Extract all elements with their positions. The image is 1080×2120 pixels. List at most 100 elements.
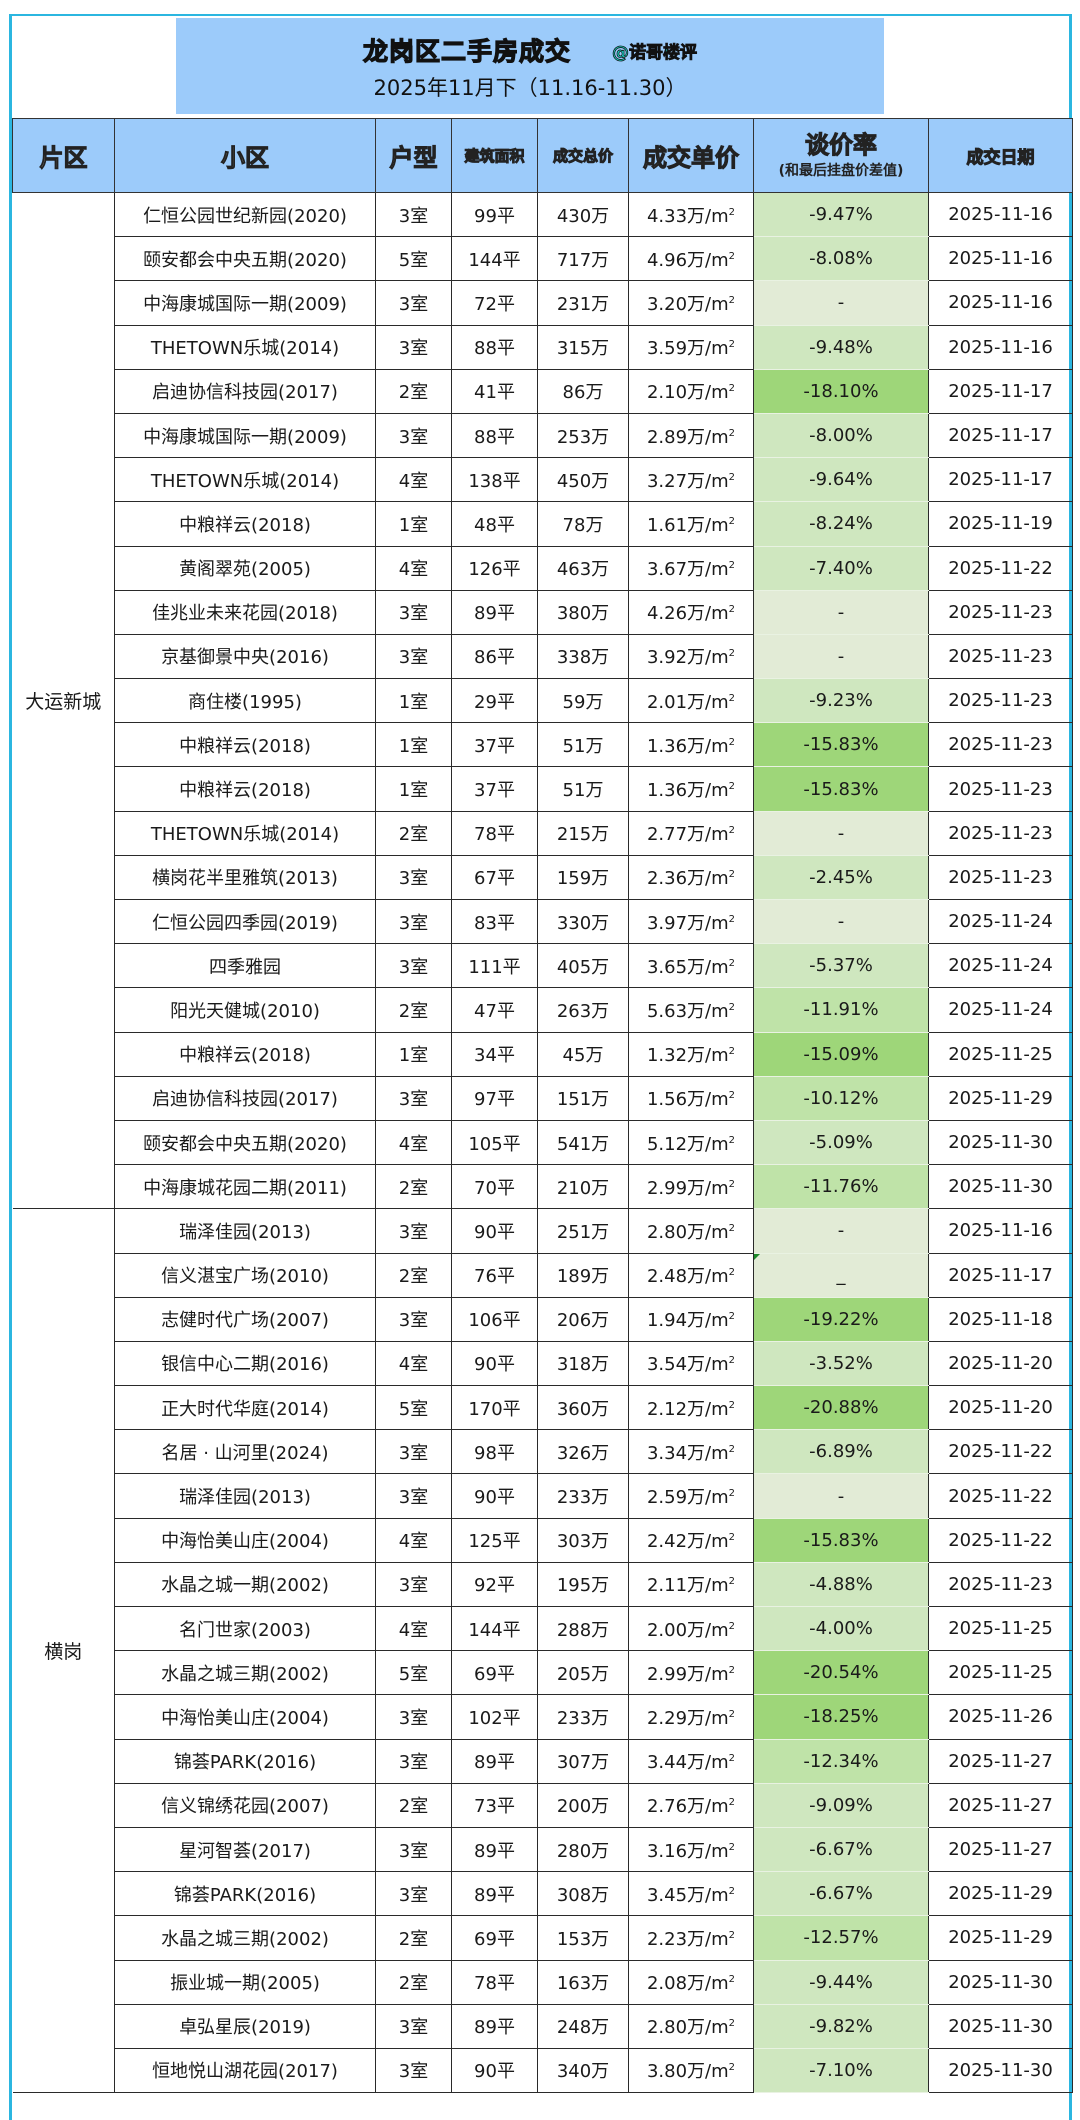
table-row[interactable]: 中海怡美山庄(2004) 3室 102平 233万 2.29万/m2 -18.25% 202… bbox=[13, 1694, 1073, 1740]
table-row[interactable]: 大运新城 仁恒公园世纪新园(2020) 3室 99平 430万 4.33万/m2 -9.47… bbox=[12, 191, 1073, 1210]
layout-cell: 3室 bbox=[375, 2003, 452, 2049]
table-row[interactable]: 颐安都会中央五期(2020) 5室 144平 717万 4.96万/m2 -8.08% 20… bbox=[13, 236, 1073, 282]
total-price-cell: 200万 bbox=[537, 1782, 629, 1828]
layout-cell: 4室 bbox=[375, 1517, 452, 1563]
size-cell: 138平 bbox=[451, 457, 538, 503]
deal-date-cell: 2025-11-25 bbox=[928, 1650, 1073, 1696]
table-row[interactable]: 信义锦绣花园(2007) 2室 73平 200万 2.76万/m2 -9.09% 2025-… bbox=[13, 1782, 1073, 1828]
unit-price-cell: 2.59万/m2 bbox=[628, 1473, 754, 1519]
col-header-rate[interactable]: 谈价率 (和最后挂盘价差值) bbox=[753, 118, 929, 193]
table-row[interactable]: 名门世家(2003) 4室 144平 288万 2.00万/m2 -4.00% 2025-1… bbox=[13, 1605, 1073, 1652]
table-row[interactable]: 启迪协信科技园(2017) 3室 97平 151万 1.56万/m2 -10.12% 202… bbox=[13, 1075, 1073, 1121]
discount-rate-cell: -9.47% bbox=[753, 191, 929, 238]
col-header-layout[interactable]: 户型 bbox=[375, 118, 452, 193]
table-row[interactable]: 启迪协信科技园(2017) 2室 41平 86万 2.10万/m2 -18.10% 2025… bbox=[13, 368, 1073, 414]
table-row[interactable]: 中海康城国际一期(2009) 3室 88平 253万 2.89万/m2 -8.00% 202… bbox=[13, 412, 1073, 459]
table-row[interactable]: THETOWN乐城(2014) 3室 88平 315万 3.59万/m2 -9.48% 20… bbox=[13, 324, 1073, 370]
layout-cell: 4室 bbox=[375, 1340, 452, 1387]
table-row[interactable]: 横岗 瑞泽佳园(2013) 3室 90平 251万 2.80万/m2-2025-11-16 bbox=[12, 1208, 1073, 2094]
table-row[interactable]: 瑞泽佳园(2013) 3室 90平 233万 2.59万/m2-2025-11-22 bbox=[13, 1473, 1073, 1519]
table-row[interactable]: 中粮祥云(2018) 1室 48平 78万 1.61万/m2 -8.24% 2025-11-… bbox=[13, 501, 1073, 547]
table-row[interactable]: 四季雅园 3室 111平 405万 3.65万/m2 -5.37% 2025-11-24 bbox=[13, 943, 1073, 989]
table-row[interactable]: 阳光天健城(2010) 2室 47平 263万 5.63万/m2 -11.91% 2025-… bbox=[13, 987, 1073, 1033]
total-price-cell: 86万 bbox=[537, 368, 629, 414]
layout-cell: 1室 bbox=[375, 678, 452, 724]
table-row[interactable]: 京基御景中央(2016) 3室 86平 338万 3.92万/m2-2025-11-23 bbox=[13, 633, 1073, 680]
table-row[interactable]: 锦荟PARK(2016) 3室 89平 308万 3.45万/m2 -6.67% 2025-… bbox=[13, 1871, 1073, 1917]
table-row[interactable]: 水晶之城三期(2002) 5室 69平 205万 2.99万/m2 -20.54% 2025… bbox=[13, 1650, 1073, 1696]
table-row[interactable]: 商住楼(1995) 1室 29平 59万 2.01万/m2 -9.23% 2025-11-2… bbox=[13, 678, 1073, 724]
size-cell: 102平 bbox=[451, 1694, 538, 1740]
deal-date-cell: 2025-11-20 bbox=[928, 1340, 1073, 1387]
layout-cell: 3室 bbox=[375, 1429, 452, 1475]
table-row[interactable]: 水晶之城三期(2002) 2室 69平 153万 2.23万/m2 -12.57% 2025… bbox=[13, 1915, 1073, 1961]
table-row[interactable]: 银信中心二期(2016) 4室 90平 318万 3.54万/m2 -3.52% 2025-… bbox=[13, 1340, 1073, 1387]
estate-cell: 仁恒公园四季园(2019) bbox=[114, 898, 376, 945]
total-price-cell: 360万 bbox=[537, 1385, 629, 1431]
table-row[interactable]: 振业城一期(2005) 2室 78平 163万 2.08万/m2 -9.44% 2025-1… bbox=[13, 1959, 1073, 2005]
table-row[interactable]: 正大时代华庭(2014) 5室 170平 360万 2.12万/m2 -20.88% 202… bbox=[13, 1385, 1073, 1431]
table-row[interactable]: 中粮祥云(2018) 1室 34平 45万 1.32万/m2 -15.09% 2025-11… bbox=[13, 1031, 1073, 1077]
deal-date-cell: 2025-11-16 bbox=[928, 236, 1073, 282]
col-header-unit-price[interactable]: 成交单价 bbox=[628, 118, 754, 193]
table-row[interactable]: 佳兆业未来花园(2018) 3室 89平 380万 4.26万/m2-2025-11-2… bbox=[13, 589, 1073, 635]
unit-price-cell: 3.34万/m2 bbox=[628, 1429, 754, 1475]
table-row[interactable]: 黄阁翠苑(2005) 4室 126平 463万 3.67万/m2 -7.40% 2025-1… bbox=[13, 545, 1073, 591]
estate-cell: 振业城一期(2005) bbox=[114, 1959, 376, 2005]
table-row[interactable]: 锦荟PARK(2016) 3室 89平 307万 3.44万/m2 -12.34% 2025… bbox=[13, 1738, 1073, 1784]
table-row[interactable]: THETOWN乐城(2014) 4室 138平 450万 3.27万/m2 -9.64% 2… bbox=[13, 457, 1073, 503]
discount-rate-cell: -4.00% bbox=[753, 1605, 929, 1652]
layout-cell: 2室 bbox=[375, 810, 452, 856]
unit-price-cell: 1.56万/m2 bbox=[628, 1075, 754, 1121]
col-header-date[interactable]: 成交日期 bbox=[928, 118, 1073, 193]
size-cell: 88平 bbox=[451, 412, 538, 459]
discount-rate-cell: -2.45% bbox=[753, 854, 929, 901]
table-row[interactable]: 星河智荟(2017) 3室 89平 280万 3.16万/m2 -6.67% 2025-11… bbox=[13, 1826, 1073, 1873]
table-row[interactable]: 信义湛宝广场(2010) 2室 76平 189万 2.48万/m2 _ 2025-11-17 bbox=[13, 1252, 1073, 1298]
size-cell: 89平 bbox=[451, 589, 538, 635]
layout-cell: 3室 bbox=[375, 1075, 452, 1121]
size-cell: 37平 bbox=[451, 766, 538, 812]
unit-price-cell: 1.94万/m2 bbox=[628, 1296, 754, 1342]
unit-price-cell: 2.80万/m2 bbox=[628, 1208, 754, 1254]
table-row[interactable]: THETOWN乐城(2014) 2室 78平 215万 2.77万/m2-2025-11… bbox=[13, 810, 1073, 856]
estate-cell: 信义湛宝广场(2010) bbox=[114, 1252, 376, 1298]
table-row[interactable]: 中粮祥云(2018) 1室 37平 51万 1.36万/m2 -15.83% 2025-11… bbox=[13, 766, 1073, 812]
layout-cell: 3室 bbox=[375, 854, 452, 901]
deal-date-cell: 2025-11-20 bbox=[928, 1385, 1073, 1431]
table-row[interactable]: 颐安都会中央五期(2020) 4室 105平 541万 5.12万/m2 -5.09% 20… bbox=[13, 1119, 1073, 1166]
table-row[interactable]: 中海康城花园二期(2011) 2室 70平 210万 2.99万/m2 -11.76% 20… bbox=[13, 1164, 1073, 1210]
discount-rate-cell: -5.37% bbox=[753, 943, 929, 989]
layout-cell: 4室 bbox=[375, 1119, 452, 1166]
table-row[interactable]: 志健时代广场(2007) 3室 106平 206万 1.94万/m2 -19.22% 202… bbox=[13, 1296, 1073, 1342]
table-row[interactable]: 仁恒公园四季园(2019) 3室 83平 330万 3.97万/m2-2025-11-2… bbox=[13, 898, 1073, 945]
total-price-cell: 151万 bbox=[537, 1075, 629, 1121]
layout-cell: 2室 bbox=[375, 1164, 452, 1210]
table-row[interactable]: 恒地悦山湖花园(2017) 3室 90平 340万 3.80万/m2 -7.10% 2025… bbox=[13, 2047, 1073, 2094]
size-cell: 78平 bbox=[451, 810, 538, 856]
unit-price-cell: 1.32万/m2 bbox=[628, 1031, 754, 1077]
table-row[interactable]: 名居 · 山河里(2024) 3室 98平 326万 3.34万/m2 -6.89% 202… bbox=[13, 1429, 1073, 1475]
col-header-estate[interactable]: 小区 bbox=[114, 118, 376, 193]
total-price-cell: 233万 bbox=[537, 1694, 629, 1740]
layout-cell: 2室 bbox=[375, 1915, 452, 1961]
col-header-size[interactable]: 建筑面积 bbox=[451, 118, 538, 193]
layout-cell: 2室 bbox=[375, 1252, 452, 1298]
layout-cell: 3室 bbox=[375, 1473, 452, 1519]
unit-price-cell: 1.36万/m2 bbox=[628, 766, 754, 812]
table-row[interactable]: 中海怡美山庄(2004) 4室 125平 303万 2.42万/m2 -15.83% 202… bbox=[13, 1517, 1073, 1563]
col-header-area[interactable]: 片区 bbox=[12, 118, 115, 193]
table-row[interactable]: 卓弘星辰(2019) 3室 89平 248万 2.80万/m2 -9.82% 2025-11… bbox=[13, 2003, 1073, 2049]
estate-cell: 商住楼(1995) bbox=[114, 678, 376, 724]
size-cell: 144平 bbox=[451, 236, 538, 282]
total-price-cell: 233万 bbox=[537, 1473, 629, 1519]
col-header-total[interactable]: 成交总价 bbox=[537, 118, 629, 193]
total-price-cell: 205万 bbox=[537, 1650, 629, 1696]
table-row[interactable]: 中海康城国际一期(2009) 3室 72平 231万 3.20万/m2-2025-11-… bbox=[13, 280, 1073, 326]
deal-date-cell: 2025-11-30 bbox=[928, 1164, 1073, 1210]
discount-rate-cell: _ bbox=[753, 1252, 929, 1298]
table-row[interactable]: 中粮祥云(2018) 1室 37平 51万 1.36万/m2 -15.83% 2025-11… bbox=[13, 722, 1073, 768]
table-row[interactable]: 横岗花半里雅筑(2013) 3室 67平 159万 2.36万/m2 -2.45% 2025… bbox=[13, 854, 1073, 901]
unit-price-cell: 3.67万/m2 bbox=[628, 545, 754, 591]
table-row[interactable]: 水晶之城一期(2002) 3室 92平 195万 2.11万/m2 -4.88% 2025-… bbox=[13, 1561, 1073, 1608]
